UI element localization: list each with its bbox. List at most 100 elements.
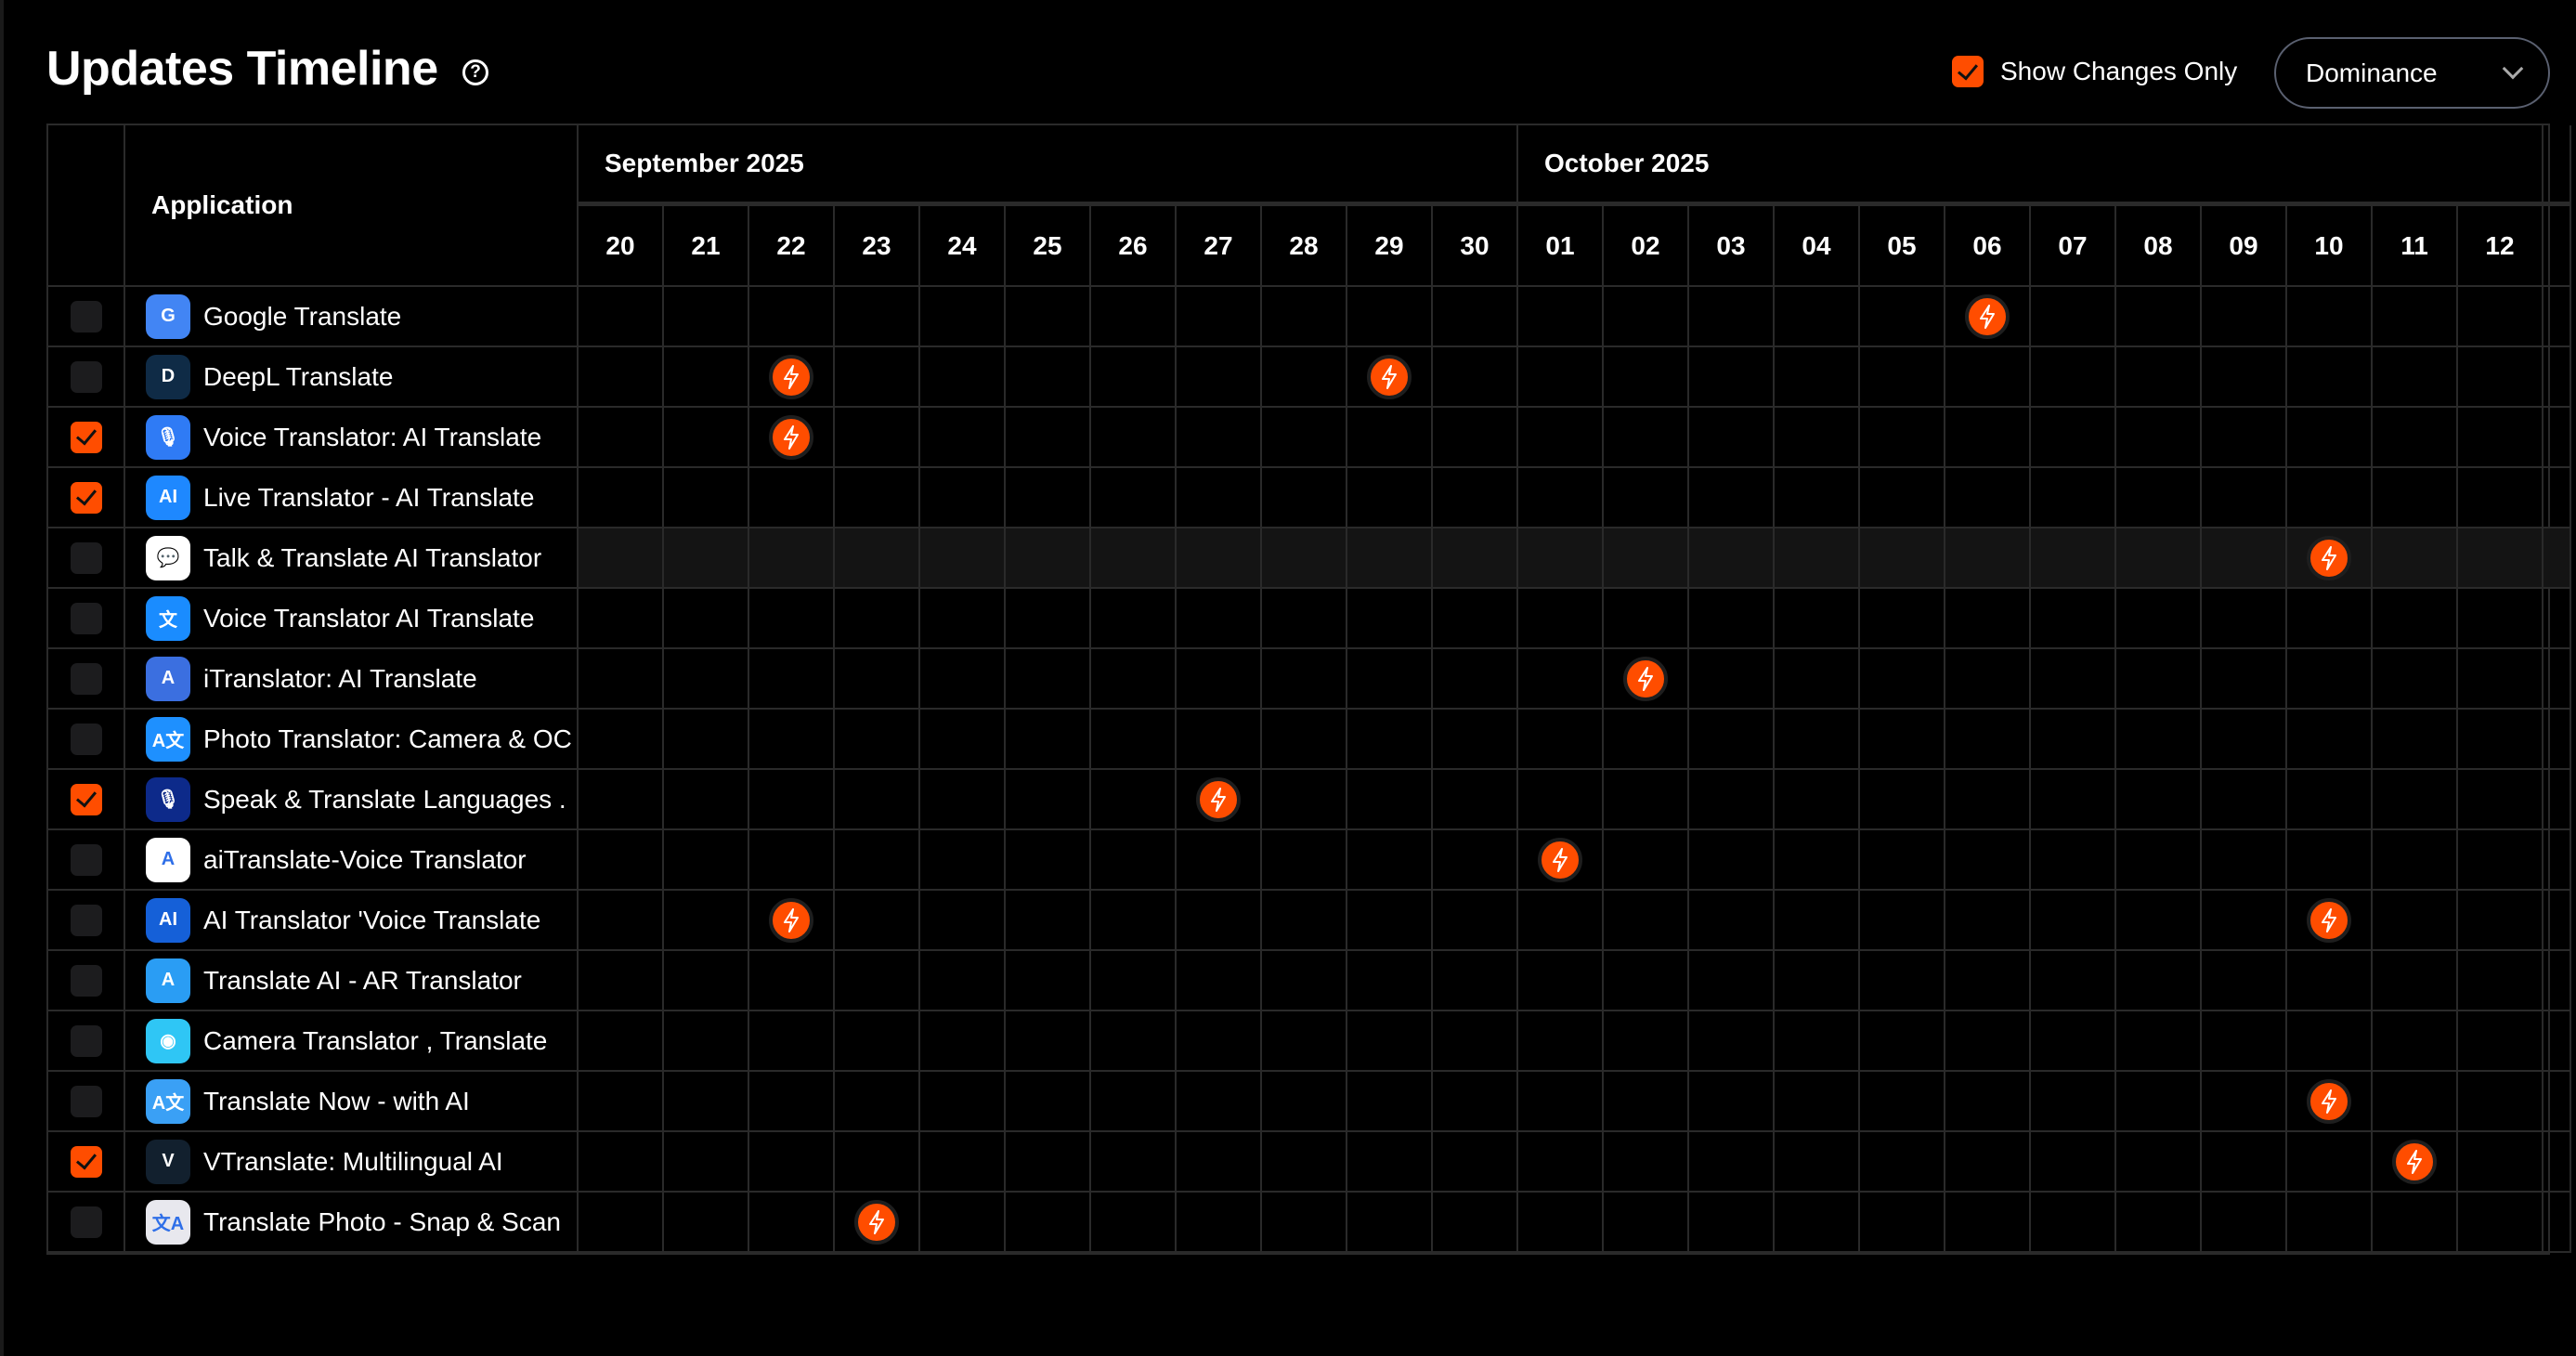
day-cell — [1860, 951, 1945, 1011]
day-cell — [2202, 891, 2287, 951]
row-checkbox[interactable] — [70, 723, 102, 755]
day-cell — [835, 649, 920, 710]
day-cell — [2116, 710, 2202, 770]
row-checkbox[interactable] — [70, 783, 102, 815]
day-cell — [835, 287, 920, 347]
row-checkbox[interactable] — [70, 1024, 102, 1057]
day-cell — [2458, 347, 2543, 408]
app-name: VTranslate: Multilingual AI — [203, 1146, 503, 1176]
day-cell — [2458, 1193, 2543, 1253]
day-cell — [579, 1011, 664, 1072]
row-checkbox[interactable] — [70, 1206, 102, 1238]
update-marker[interactable] — [2307, 897, 2351, 943]
day-cell — [664, 649, 749, 710]
day-cell — [1006, 891, 1091, 951]
app-name-cell[interactable]: 🎙 Voice Translator: AI Translate — [125, 408, 579, 468]
update-marker[interactable] — [1965, 293, 2010, 339]
day-cell — [664, 891, 749, 951]
day-cell — [1604, 710, 1689, 770]
row-checkbox[interactable] — [70, 662, 102, 695]
row-checkbox-cell — [48, 1193, 125, 1253]
row-checkbox[interactable] — [70, 904, 102, 936]
day-cell — [835, 468, 920, 528]
day-cell — [1006, 468, 1091, 528]
app-name: Camera Translator , Translate — [203, 1025, 548, 1055]
row-checkbox[interactable] — [70, 602, 102, 634]
update-marker[interactable] — [1367, 354, 1412, 399]
day-cell — [749, 710, 835, 770]
help-icon[interactable]: ? — [462, 59, 488, 85]
app-name-cell[interactable]: AI Live Translator - AI Translate — [125, 468, 579, 528]
app-name-cell[interactable]: G Google Translate — [125, 287, 579, 347]
update-marker[interactable] — [2307, 1078, 2351, 1124]
row-checkbox[interactable] — [70, 1145, 102, 1178]
day-cell — [1860, 1132, 1945, 1193]
day-cell — [2202, 589, 2287, 649]
app-name-cell[interactable]: 🎙 Speak & Translate Languages . — [125, 770, 579, 830]
day-cell — [1945, 347, 2031, 408]
app-name-cell[interactable]: 💬 Talk & Translate AI Translator — [125, 528, 579, 589]
row-checkbox[interactable] — [70, 300, 102, 332]
update-marker[interactable] — [2392, 1139, 2437, 1184]
day-cell — [920, 589, 1006, 649]
day-cell — [1689, 528, 1775, 589]
header-checkbox-column — [48, 125, 125, 287]
sort-dropdown[interactable]: Dominance — [2274, 37, 2550, 109]
update-marker[interactable] — [854, 1199, 899, 1245]
day-cell — [1775, 1193, 1860, 1253]
row-checkbox-cell — [48, 347, 125, 408]
app-name-cell[interactable]: D DeepL Translate — [125, 347, 579, 408]
day-cell — [1262, 770, 1347, 830]
row-checkbox[interactable] — [70, 360, 102, 393]
day-cell — [835, 891, 920, 951]
day-cell — [1689, 468, 1775, 528]
app-name-cell[interactable]: A文 Photo Translator: Camera & OC — [125, 710, 579, 770]
day-cell — [1433, 287, 1518, 347]
day-header: 23 — [835, 206, 920, 287]
day-cell — [1347, 649, 1433, 710]
day-cell — [1433, 528, 1518, 589]
app-name-cell[interactable]: ◉ Camera Translator , Translate — [125, 1011, 579, 1072]
update-marker[interactable] — [769, 354, 813, 399]
day-cell — [2373, 1132, 2458, 1193]
day-cell — [1262, 1072, 1347, 1132]
update-marker[interactable] — [769, 414, 813, 460]
day-cell — [2458, 408, 2543, 468]
day-cell — [2202, 347, 2287, 408]
update-marker[interactable] — [1538, 837, 1582, 882]
day-cell — [920, 951, 1006, 1011]
app-name-cell[interactable]: A Translate AI - AR Translator — [125, 951, 579, 1011]
day-cell — [664, 1011, 749, 1072]
row-checkbox[interactable] — [70, 481, 102, 514]
app-name-cell[interactable]: V VTranslate: Multilingual AI — [125, 1132, 579, 1193]
day-cell — [1347, 1072, 1433, 1132]
row-checkbox[interactable] — [70, 1085, 102, 1117]
day-cell — [2287, 408, 2373, 468]
update-marker[interactable] — [769, 897, 813, 943]
day-cell — [1689, 710, 1775, 770]
day-cell — [2031, 287, 2116, 347]
row-checkbox[interactable] — [70, 541, 102, 574]
month-header: September 2025 — [579, 125, 1518, 206]
app-name-cell[interactable]: A文 Translate Now - with AI — [125, 1072, 579, 1132]
day-cell — [1689, 287, 1775, 347]
day-cell — [2287, 830, 2373, 891]
row-checkbox[interactable] — [70, 964, 102, 997]
app-name-cell[interactable]: 文 Voice Translator AI Translate — [125, 589, 579, 649]
update-marker[interactable] — [2307, 535, 2351, 580]
day-cell — [1860, 589, 1945, 649]
show-changes-toggle[interactable]: Show Changes Only — [1952, 56, 2237, 87]
app-name: Photo Translator: Camera & OC — [203, 724, 572, 753]
show-changes-checkbox[interactable] — [1952, 56, 1984, 87]
update-marker[interactable] — [1623, 656, 1668, 701]
app-name-cell[interactable]: AI AI Translator 'Voice Translate — [125, 891, 579, 951]
day-cell — [1860, 408, 1945, 468]
day-cell — [579, 468, 664, 528]
update-marker[interactable] — [1196, 776, 1241, 822]
app-name-cell[interactable]: 文A Translate Photo - Snap & Scan — [125, 1193, 579, 1253]
day-cell — [2031, 528, 2116, 589]
row-checkbox[interactable] — [70, 421, 102, 453]
row-checkbox[interactable] — [70, 843, 102, 876]
